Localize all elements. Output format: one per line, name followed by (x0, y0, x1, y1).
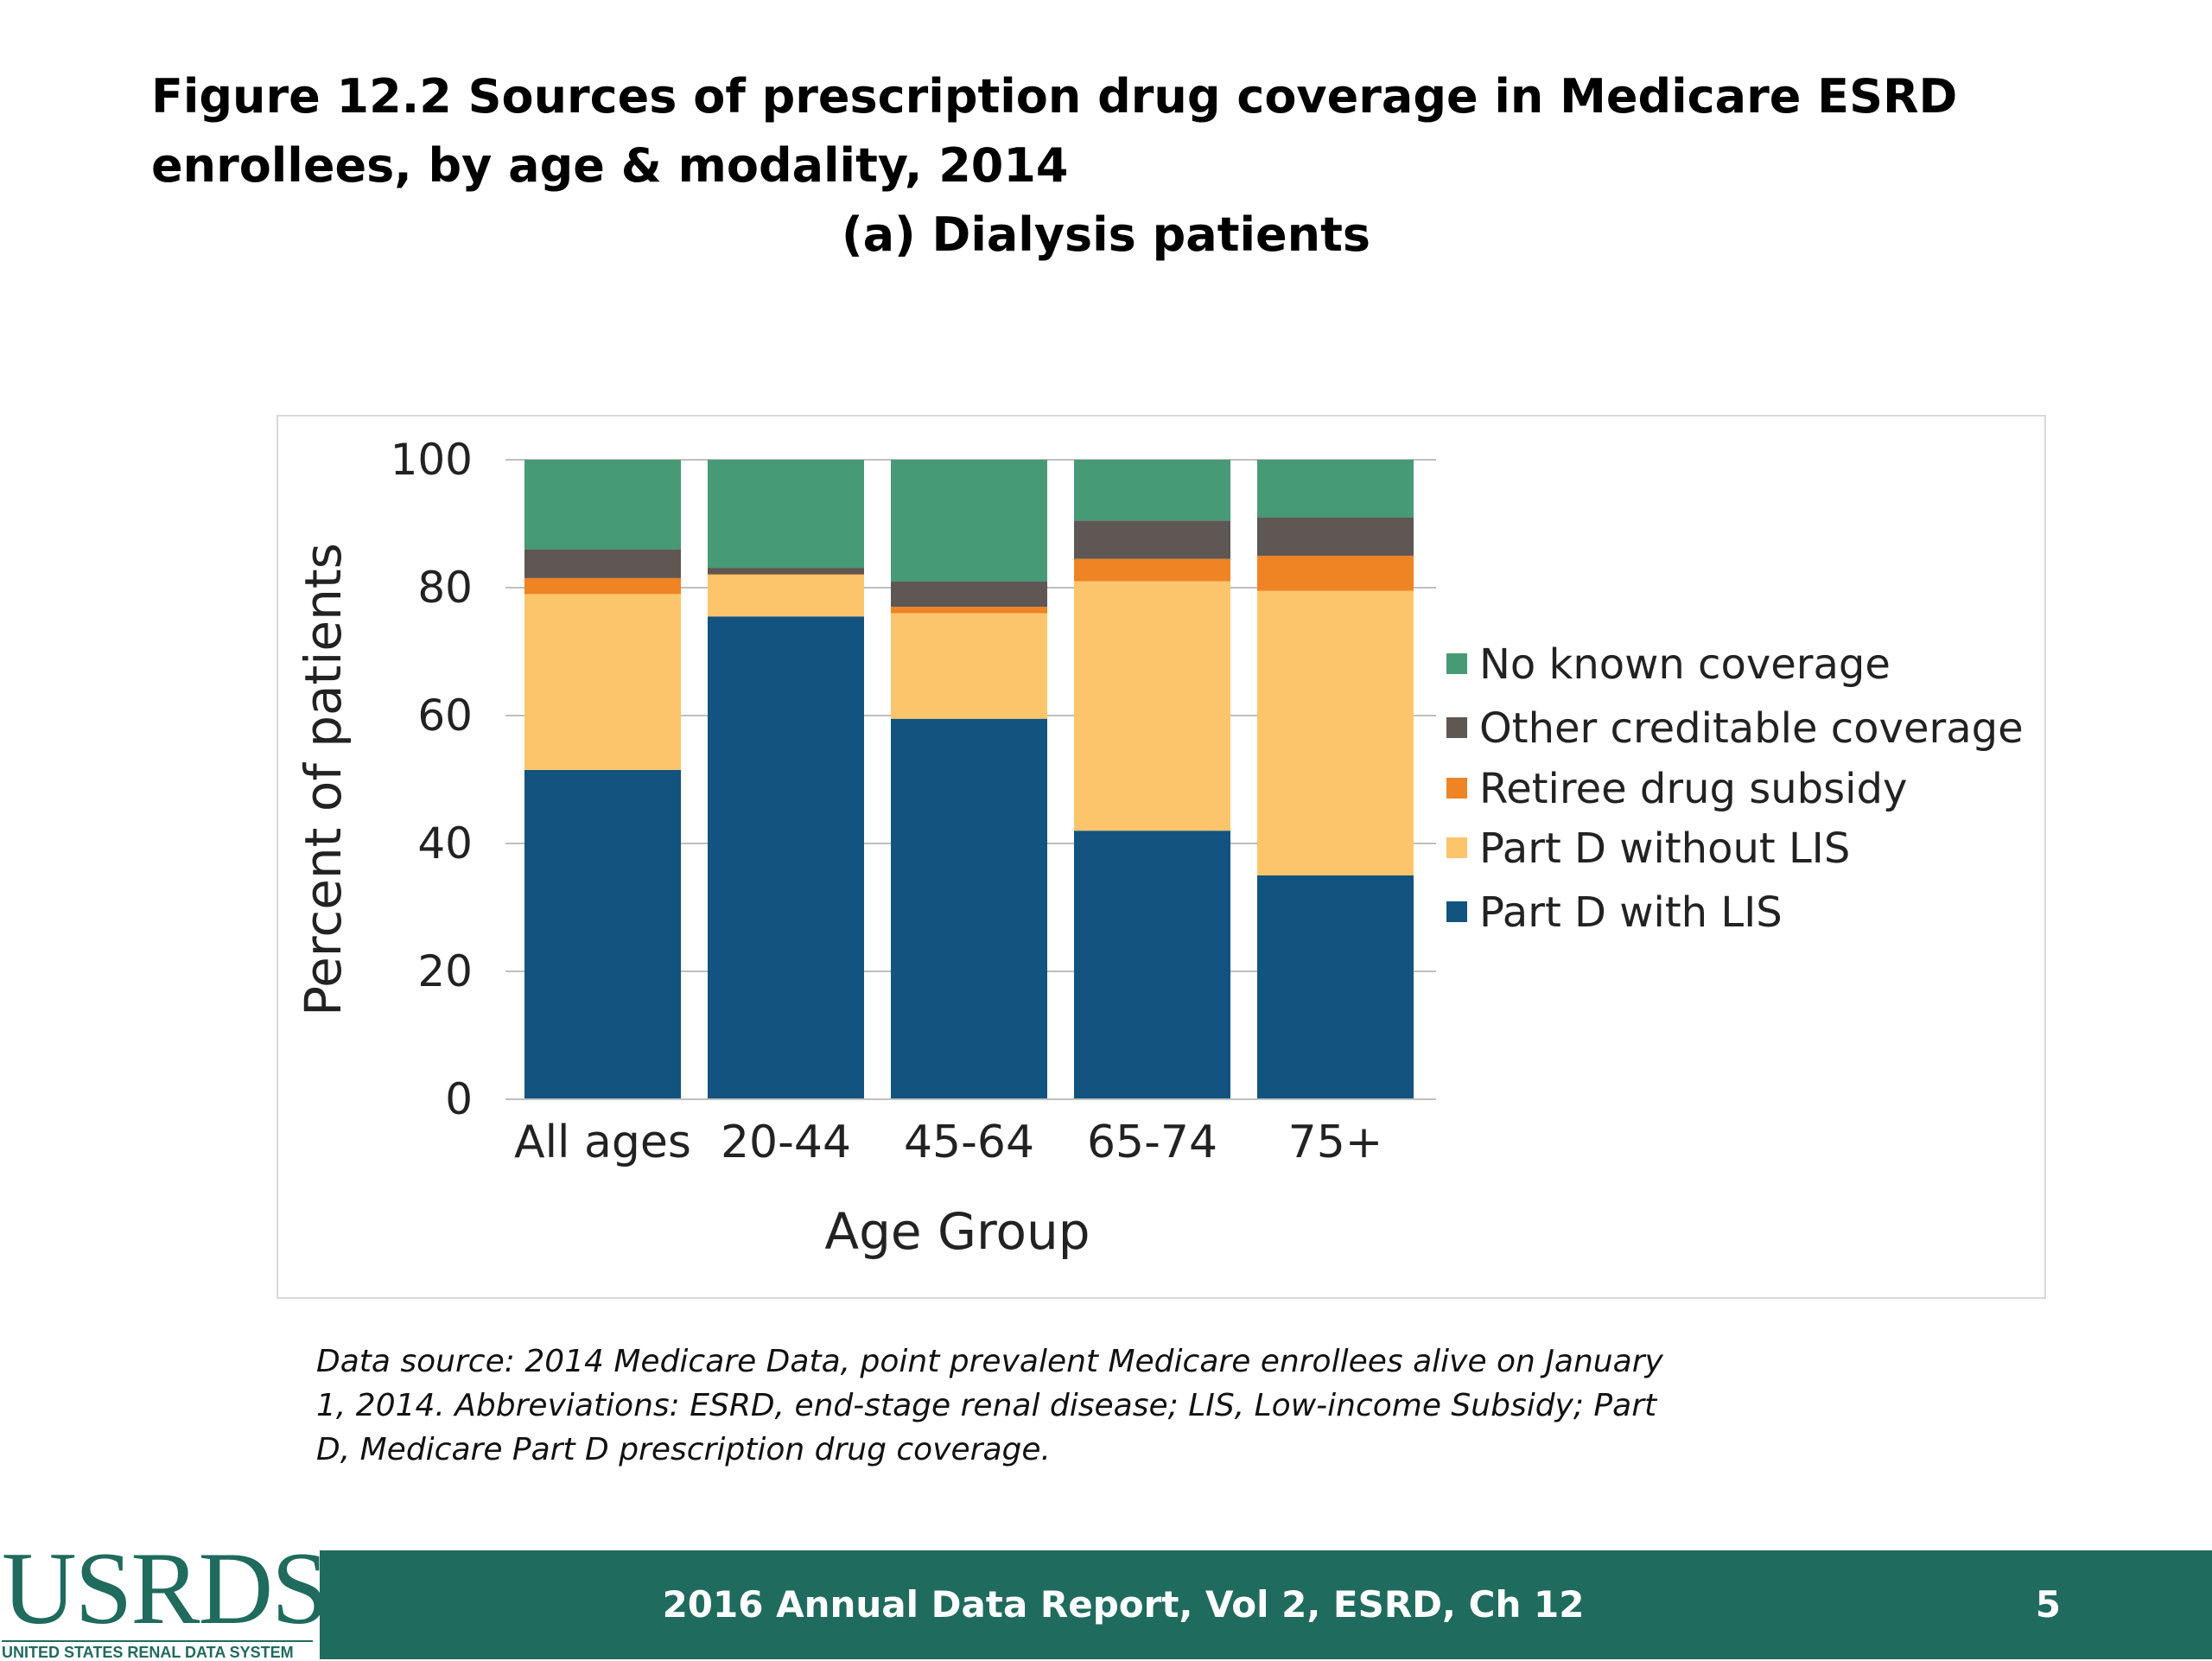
bar-segment-2-2 (891, 607, 1047, 614)
legend-swatch (1446, 837, 1467, 858)
bar-segment-2-4 (1257, 556, 1414, 591)
bar-segment-3-3 (1074, 520, 1230, 559)
y-axis-title: Percent of patients (294, 543, 353, 1016)
bar-segment-1-3 (1074, 581, 1230, 831)
bar-segment-4-2 (891, 460, 1047, 582)
x-tick-label: 65-74 (1087, 1117, 1217, 1168)
bar-segment-4-4 (1257, 460, 1414, 518)
data-source-note: Data source: 2014 Medicare Data, point p… (316, 1344, 1663, 1467)
usrds-logo: USRDS UNITED STATES RENAL DATA SYSTEM (0, 1535, 329, 1661)
bar-segment-1-2 (891, 613, 1047, 719)
logo-wordmark: USRDS (2, 1531, 329, 1645)
bar-segment-3-2 (891, 581, 1047, 608)
x-tick-label: 75+ (1288, 1117, 1383, 1168)
y-tick-label: 0 (445, 1074, 473, 1124)
bar-segment-4-3 (1074, 460, 1230, 521)
bar-segment-1-4 (1257, 590, 1414, 875)
legend-swatch (1446, 778, 1467, 799)
stacked-bar-chart: 0 20 40 60 80 100 All ages 20-44 45-64 65-74 75+ Ag… (294, 435, 2024, 1261)
legend-swatch (1446, 901, 1467, 922)
bar-segment-2-0 (524, 577, 681, 595)
bar-segment-0-4 (1257, 875, 1414, 1099)
figure-title: Figure 12.2 Sources of prescription drug… (151, 69, 1958, 193)
legend-label: No known coverage (1479, 640, 1891, 689)
figure-subtitle: (a) Dialysis patients (841, 207, 1371, 262)
x-tick-label: All ages (514, 1117, 691, 1168)
legend-label: Part D without LIS (1479, 824, 1850, 873)
legend-swatch (1446, 653, 1467, 674)
legend-label: Part D with LIS (1479, 888, 1783, 937)
y-tick-label: 40 (417, 818, 473, 869)
logo-subtext: UNITED STATES RENAL DATA SYSTEM (2, 1644, 294, 1661)
bar-segment-4-1 (708, 460, 864, 569)
footer-bar: 2016 Annual Data Report, Vol 2, ESRD, Ch… (0, 1550, 2212, 1659)
bar-segment-1-1 (708, 575, 864, 617)
bar-segment-0-0 (524, 769, 681, 1099)
legend-label: Other creditable coverage (1479, 704, 2024, 753)
x-tick-label: 20-44 (721, 1117, 851, 1168)
x-axis-title: Age Group (824, 1202, 1090, 1261)
bar-segment-2-1 (708, 574, 864, 576)
page-number: 5 (2035, 1583, 2061, 1626)
y-tick-label: 60 (417, 690, 473, 741)
x-tick-label: 45-64 (904, 1117, 1034, 1168)
chart-frame: 0 20 40 60 80 100 All ages 20-44 45-64 65-74 75+ Ag… (276, 415, 2046, 1299)
bar-segment-0-1 (708, 616, 864, 1099)
y-tick-label: 80 (417, 563, 473, 613)
legend-swatch (1446, 717, 1467, 738)
bar-segment-4-0 (524, 460, 681, 550)
legend-label: Retiree drug subsidy (1479, 765, 1907, 813)
bar-segment-0-2 (891, 718, 1047, 1099)
bar-segment-0-3 (1074, 830, 1230, 1099)
bar-segment-1-0 (524, 594, 681, 770)
logo-rule (2, 1640, 313, 1642)
bar-segment-3-1 (708, 568, 864, 575)
bar-segment-3-4 (1257, 517, 1414, 556)
bar-segment-2-3 (1074, 558, 1230, 582)
y-tick-label: 100 (391, 435, 473, 485)
footer-report-title: 2016 Annual Data Report, Vol 2, ESRD, Ch… (662, 1583, 1585, 1626)
bar-segment-3-0 (524, 549, 681, 578)
y-tick-label: 20 (417, 946, 473, 996)
